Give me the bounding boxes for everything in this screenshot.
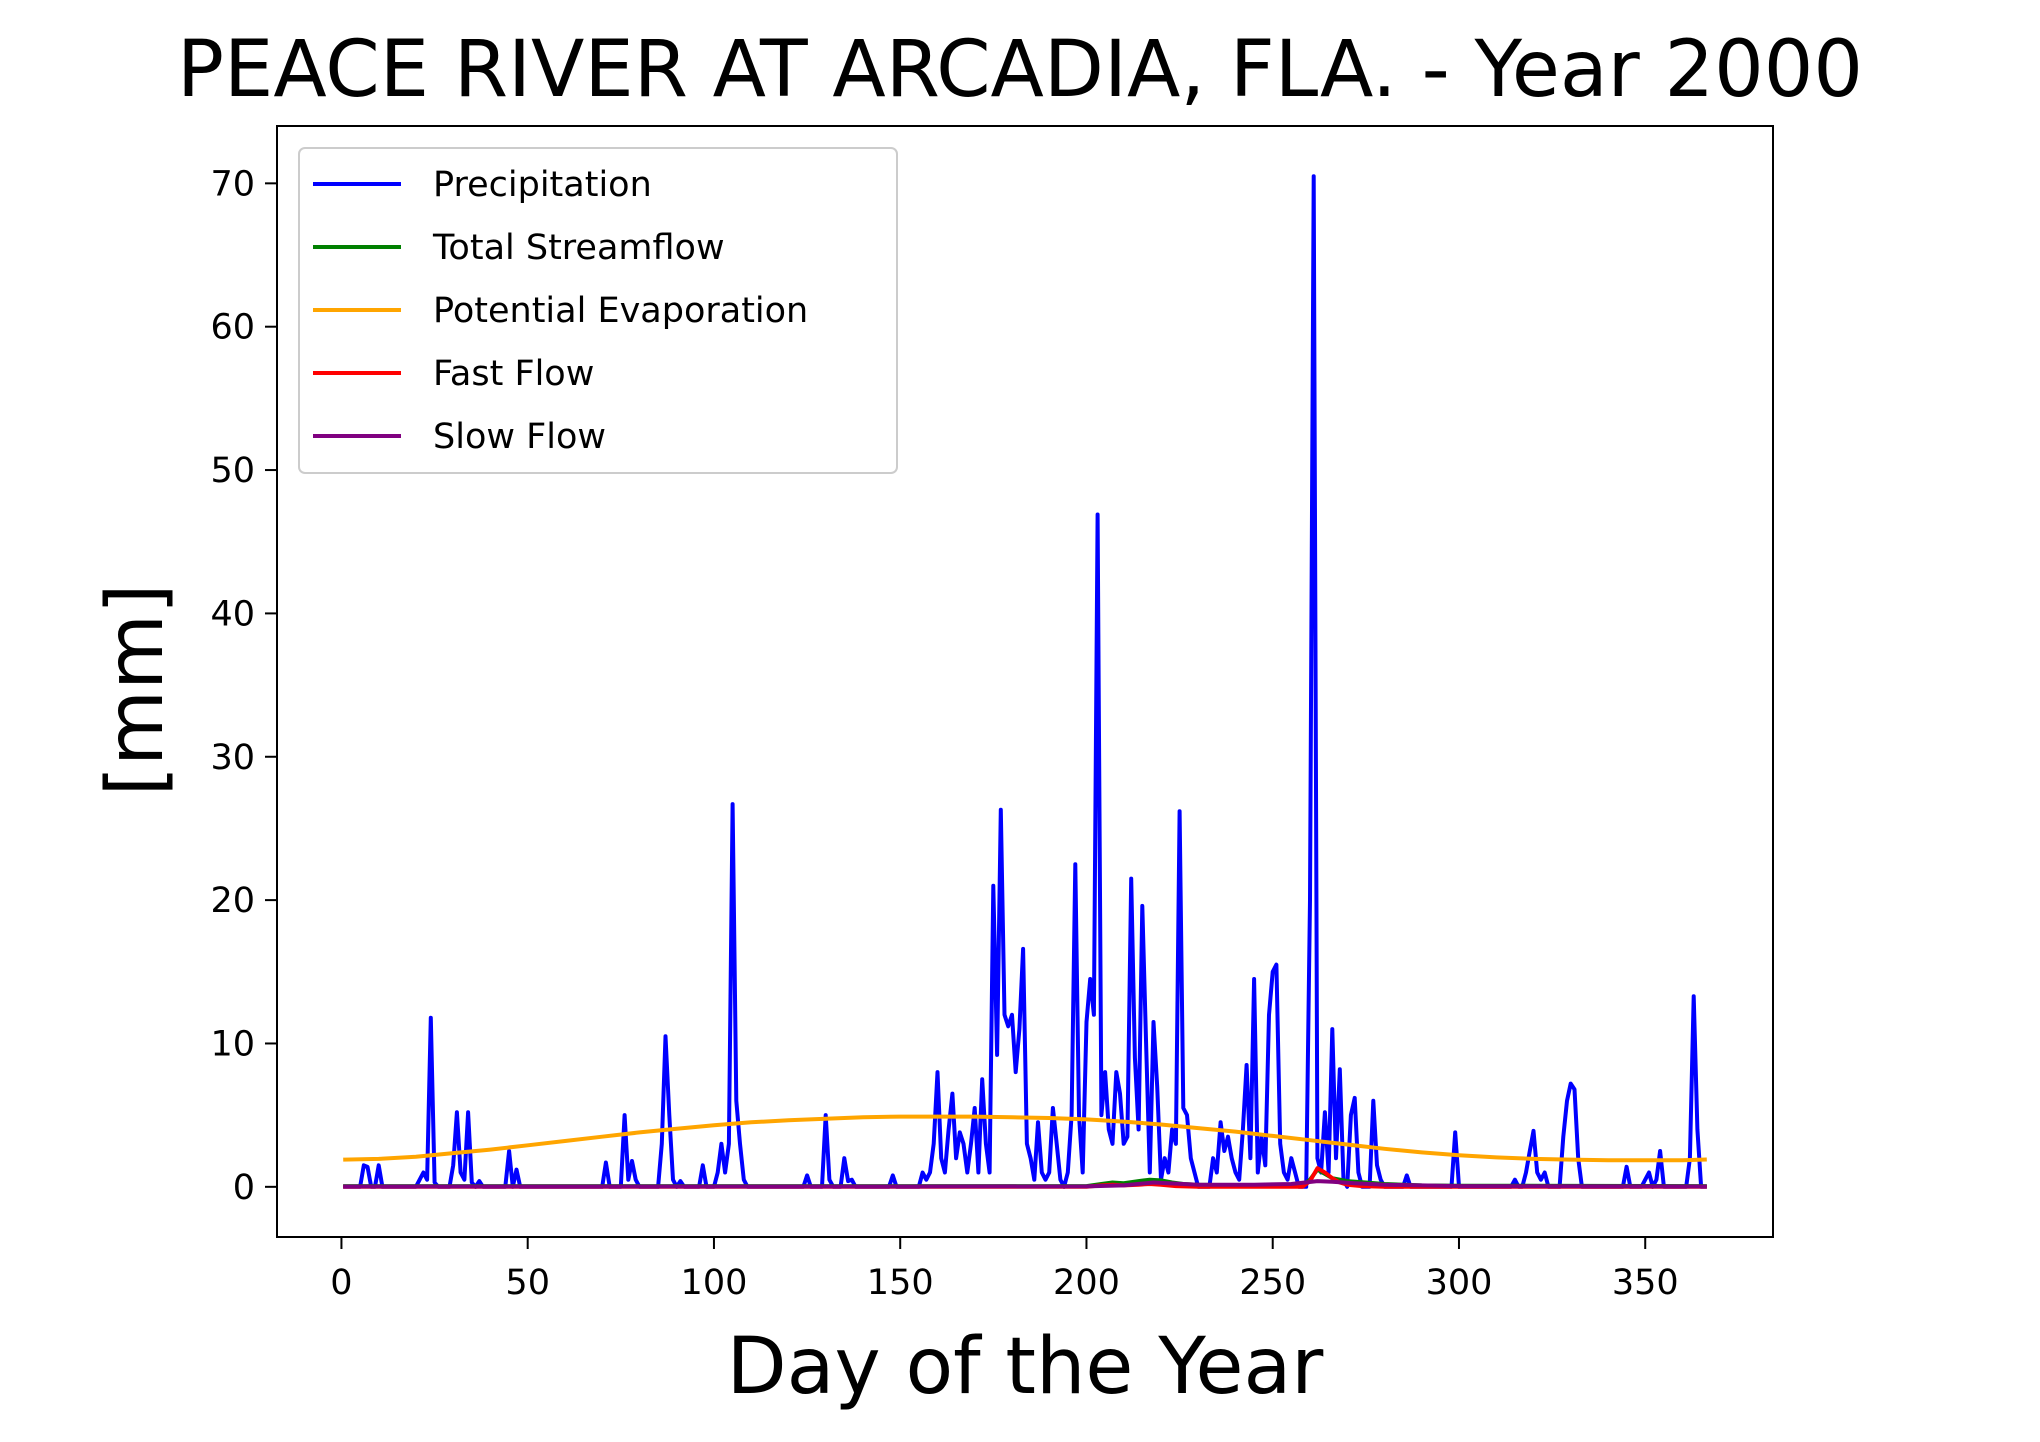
series-lines (343, 174, 1707, 1189)
plot-frame (276, 125, 1774, 1238)
series-line-potential-evaporation (343, 1114, 1707, 1163)
x-tick-label: 100 (681, 1263, 748, 1303)
x-tick-label: 350 (1612, 1263, 1679, 1303)
legend-label-potential-evaporation: Potential Evaporation (433, 291, 808, 331)
legend-label-total-streamflow: Total Streamflow (432, 228, 725, 268)
x-tick-label: 300 (1426, 1263, 1493, 1303)
legend-box (298, 147, 898, 474)
y-tick-label: 60 (210, 308, 255, 348)
x-axis: 0 50 100 150 200 250 300 350 (330, 1237, 1679, 1303)
y-tick-label: 30 (210, 738, 255, 778)
y-tick-label: 10 (210, 1024, 255, 1064)
y-axis: 0 10 20 30 40 50 60 70 (210, 164, 277, 1208)
series-line-total-streamflow (343, 1167, 1707, 1189)
y-tick-label: 70 (210, 164, 255, 204)
y-tick-label: 0 (233, 1168, 255, 1208)
x-tick-label: 0 (330, 1263, 352, 1303)
series-line-slow-flow (343, 1179, 1707, 1189)
x-tick-label: 50 (505, 1263, 550, 1303)
legend: Precipitation Total Streamflow Potential E… (298, 147, 898, 474)
x-tick-label: 250 (1239, 1263, 1306, 1303)
chart-title: PEACE RIVER AT ARCADIA, FLA. - Year 2000 (177, 25, 1863, 115)
legend-label-fast-flow: Fast Flow (433, 354, 594, 394)
legend-label-slow-flow: Slow Flow (433, 417, 606, 457)
y-tick-label: 20 (210, 881, 255, 921)
y-axis-label: [mm] (91, 584, 181, 797)
y-tick-label: 50 (210, 451, 255, 491)
plot-area (276, 125, 1774, 1238)
x-axis-label: Day of the Year (727, 1322, 1325, 1412)
y-tick-label: 40 (210, 594, 255, 634)
x-tick-label: 150 (867, 1263, 934, 1303)
x-tick-label: 200 (1053, 1263, 1120, 1303)
legend-label-precipitation: Precipitation (433, 165, 652, 205)
